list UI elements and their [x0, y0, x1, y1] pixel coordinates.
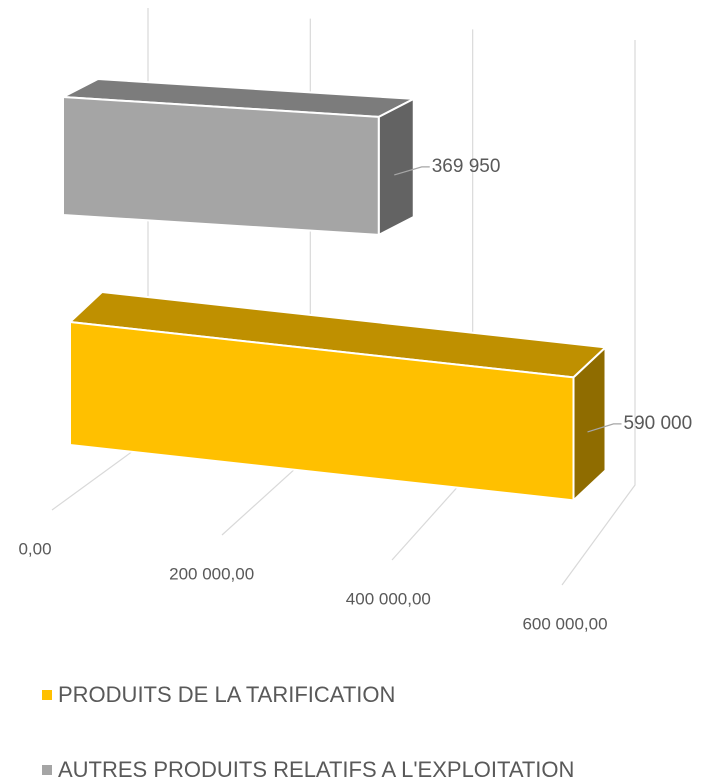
bar — [69, 320, 575, 502]
leader-line — [587, 423, 622, 433]
bar — [62, 95, 380, 236]
data-label: 369 950 — [432, 156, 501, 177]
grid-line — [561, 40, 636, 586]
x-tick-label: 0,00 — [18, 539, 51, 558]
legend-label: PRODUITS DE LA TARIFICATION — [58, 682, 395, 707]
data-label: 590 000 — [624, 413, 693, 434]
x-tick-label: 600 000,00 — [522, 614, 607, 633]
x-tick-label: 200 000,00 — [169, 564, 254, 583]
legend-swatch — [42, 690, 52, 700]
x-tick-label: 400 000,00 — [346, 589, 431, 608]
bar-side — [377, 97, 415, 237]
legend-label: AUTRES PRODUITS RELATIFS A L'EXPLOITATIO… — [58, 757, 574, 781]
legend-swatch — [42, 765, 52, 775]
leader-line — [394, 166, 430, 176]
